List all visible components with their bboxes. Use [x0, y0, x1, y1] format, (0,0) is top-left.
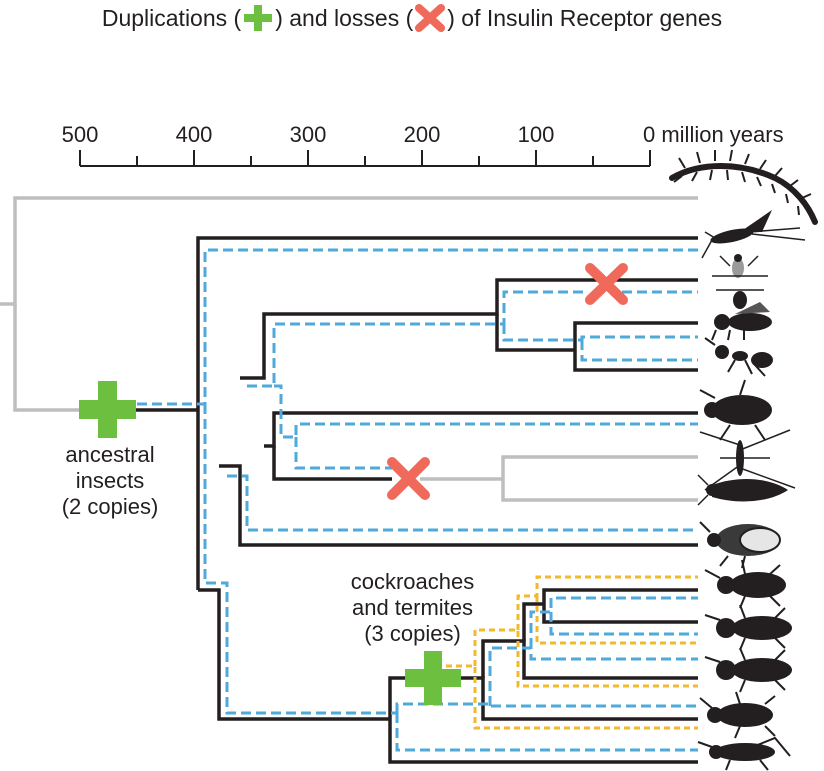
branch-to-loss [272, 446, 392, 481]
green-plus-icon [244, 5, 273, 31]
branch-polyneoptera [198, 588, 390, 721]
loss-cross-icon [387, 457, 430, 500]
grasshopper-icon [697, 736, 791, 771]
moth-icon [697, 474, 788, 506]
axis-tick-label: 100 [518, 122, 555, 147]
blue-copy-cockroach [395, 702, 698, 713]
blue-gene-copy [137, 248, 698, 752]
cockroach-icon [699, 691, 776, 739]
root-to-insects-branch [13, 304, 85, 412]
bee-icon [711, 302, 772, 341]
branch-mayfly [196, 236, 698, 590]
yellow-copy-termite-1-2 [516, 575, 698, 645]
mosquito-icon [699, 429, 796, 491]
ant-icon [704, 337, 773, 377]
branch-bee-ant [495, 314, 698, 372]
title-text-part1: Duplications ( [101, 5, 242, 31]
blue-copy-bug [227, 474, 698, 532]
figure-title: Duplications ( ) and losses ( ) of Insulin… [0, 4, 824, 32]
yellow-gene-copy [446, 575, 698, 730]
title-text-part3: ) of Insulin Receptor genes [447, 5, 723, 31]
lost-lineage-branch [420, 455, 698, 502]
termite-icon [704, 604, 792, 651]
cockroach-icon [704, 559, 786, 609]
blue-copy-grasshopper [395, 713, 698, 752]
gray-branches [0, 196, 698, 502]
taxa-silhouettes [669, 149, 818, 771]
branch-beetle [264, 411, 698, 448]
red-cross-icon [415, 4, 446, 32]
axis-tick-label: 400 [176, 122, 213, 147]
blue-copy-beetle [274, 384, 698, 439]
branch-bug [219, 464, 698, 547]
cockroach-label-line1: cockroaches [350, 569, 475, 594]
loss-cross-icon [585, 263, 628, 305]
blue-copy-termite-1-2 [529, 596, 698, 648]
species-tree [125, 236, 698, 764]
cockroach-label-line3: (3 copies) [364, 621, 461, 646]
yellow-copy-cockroach [446, 664, 698, 730]
blue-copy-stem [203, 404, 397, 715]
duplication-plus-icon [79, 381, 136, 438]
beetle-icon [699, 379, 772, 441]
ancestral-label-line2: insects [75, 468, 145, 493]
bug-icon [699, 521, 781, 569]
branch-wasp [240, 278, 698, 380]
branch-grasshopper [388, 719, 698, 764]
wasp-icon [712, 254, 768, 309]
duplication-plus-icon [405, 651, 461, 705]
axis-tick-label: 500 [62, 122, 99, 147]
axis-tick-label: 200 [404, 122, 441, 147]
termite-icon [704, 647, 792, 693]
branch-termite-1-2 [522, 588, 698, 641]
ancestral-label-line3: (2 copies) [61, 494, 159, 519]
mayfly-icon [701, 210, 806, 259]
outgroup-branch [0, 196, 698, 306]
yellow-copy-termite-3 [473, 628, 698, 688]
blue-copy-wasp [247, 290, 588, 388]
centipede-icon [669, 149, 818, 225]
axis-tick-label: 300 [290, 122, 327, 147]
blue-copy-bee-ant [502, 324, 698, 362]
cockroaches-termites-label: cockroaches and termites (3 copies) [330, 569, 495, 647]
cockroach-label-line2: and termites [351, 595, 474, 620]
blue-copy-to-loss [294, 437, 392, 470]
ancestral-label-line1: ancestral [65, 442, 155, 467]
blue-copy-mayfly [137, 248, 698, 406]
time-axis: 500 400 300 200 100 0 million years [62, 122, 784, 167]
title-text-part2: ) and losses ( [275, 5, 414, 31]
axis-tick-label: 0 million years [643, 122, 784, 147]
ancestral-insects-label: ancestral insects (2 copies) [40, 442, 180, 520]
